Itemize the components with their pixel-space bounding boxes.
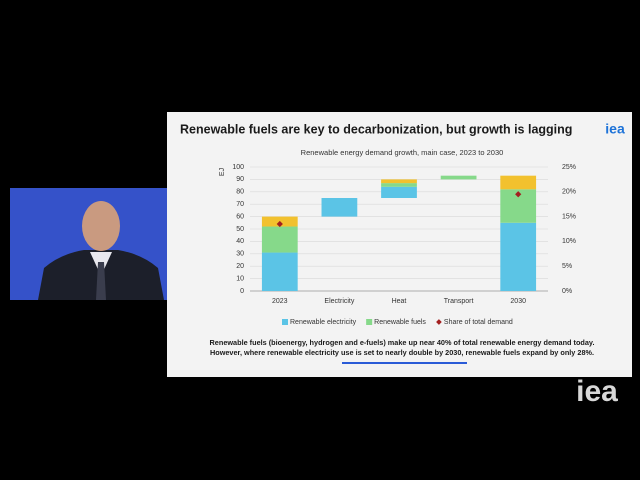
legend-swatch: [282, 319, 288, 325]
logo: iea: [605, 121, 625, 137]
watermark: iea: [576, 375, 618, 408]
y-tick-label: 0: [240, 288, 244, 295]
y-tick-label: 10: [236, 275, 244, 282]
bar-segment: [500, 175, 537, 190]
caption: Renewable fuels (bioenergy, hydrogen and…: [210, 338, 595, 347]
x-tick-label: 2023: [272, 298, 288, 305]
bar-segment: [261, 226, 298, 253]
x-tick-label: 2030: [510, 298, 526, 305]
y-tick-label: 100: [232, 164, 244, 171]
tie: [96, 262, 106, 300]
y-tick-label: 60: [236, 213, 244, 220]
x-tick-label: Heat: [392, 298, 407, 305]
x-tick-label: Electricity: [324, 298, 354, 305]
bar-segment: [261, 252, 298, 291]
chart-title: Renewable energy demand growth, main cas…: [301, 148, 504, 157]
legend-label: Renewable electricity: [290, 319, 357, 326]
bar-segment: [440, 175, 477, 180]
y-axis-label: EJ: [219, 168, 226, 176]
legend-swatch: [366, 319, 373, 325]
head: [82, 201, 120, 251]
bar-segment: [381, 186, 417, 198]
legend-label: Share of total demand: [444, 319, 513, 326]
y-tick-label: 50: [236, 226, 244, 233]
y2-tick-label: 5%: [562, 263, 572, 270]
progress-bar: [342, 362, 467, 364]
slide: [167, 112, 632, 377]
y2-tick-label: 10%: [562, 238, 576, 245]
y2-tick-label: 0%: [562, 288, 572, 295]
y-tick-label: 40: [236, 238, 244, 245]
legend-label: Renewable fuels: [374, 319, 426, 326]
presenter-video: [10, 188, 167, 300]
y2-tick-label: 15%: [562, 213, 576, 220]
y-tick-label: 20: [236, 263, 244, 270]
slide-title: Renewable fuels are key to decarbonizati…: [180, 122, 572, 136]
bar-segment: [381, 179, 417, 184]
chart: 01020304050607080901000%5%10%15%20%25%20…: [232, 164, 576, 326]
legend-marker: [436, 319, 442, 325]
y2-tick-label: 25%: [562, 164, 576, 171]
y2-tick-label: 20%: [562, 189, 576, 196]
y-tick-label: 90: [236, 176, 244, 183]
y-tick-label: 70: [236, 201, 244, 208]
caption: However, where renewable electricity use…: [210, 348, 594, 357]
bar-segment: [381, 183, 417, 187]
bar-segment: [500, 222, 537, 291]
y-tick-label: 80: [236, 189, 244, 196]
y-tick-label: 30: [236, 251, 244, 258]
bar-segment: [321, 198, 358, 217]
x-tick-label: Transport: [444, 298, 474, 305]
